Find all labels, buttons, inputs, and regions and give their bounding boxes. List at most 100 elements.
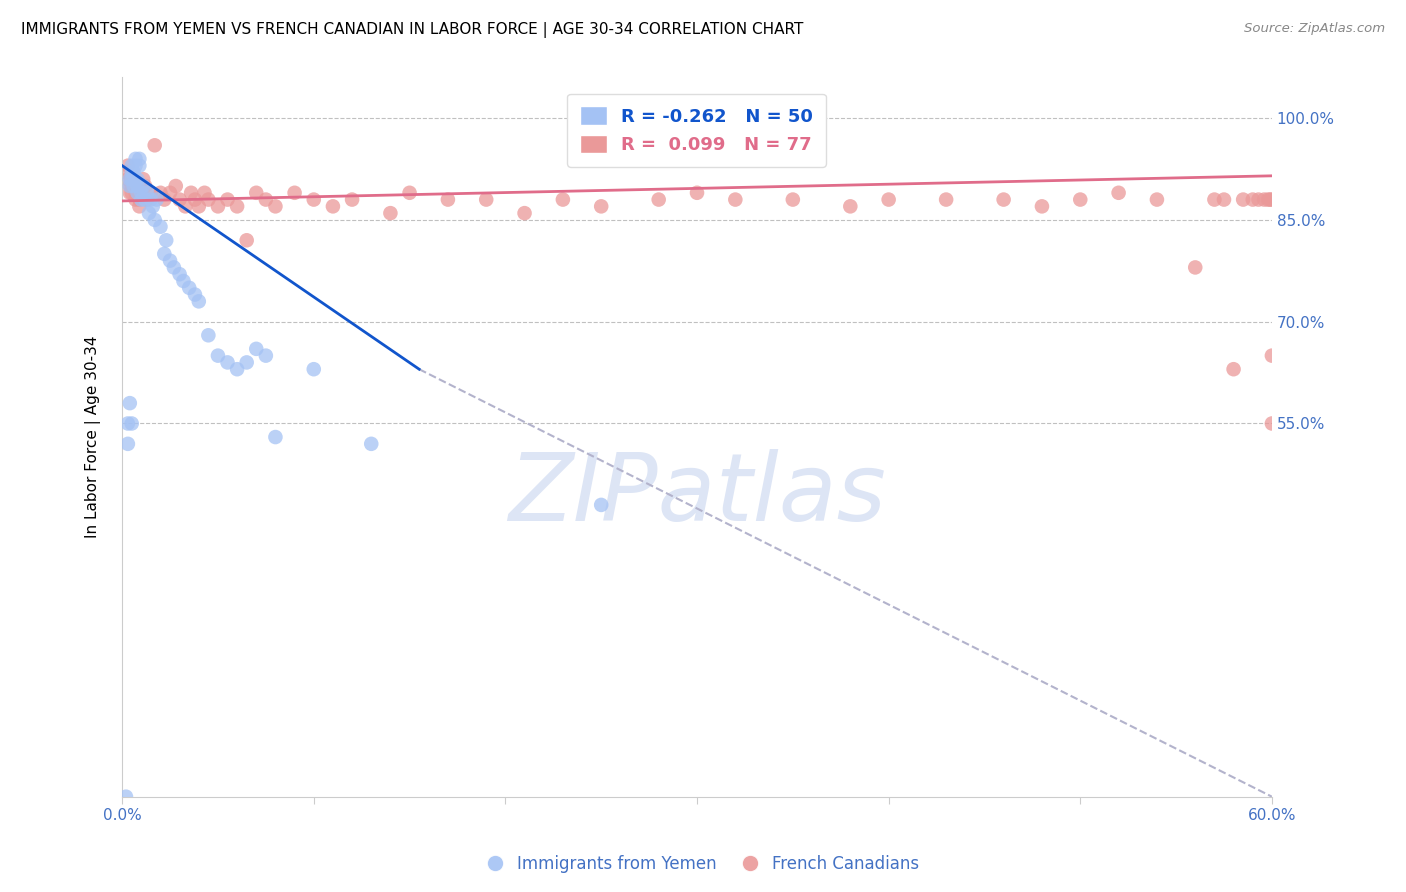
Point	[302, 193, 325, 207]
Point	[340, 193, 363, 207]
Point	[124, 159, 146, 173]
Point	[127, 172, 149, 186]
Point	[1184, 260, 1206, 275]
Point	[235, 233, 257, 247]
Point	[149, 219, 172, 234]
Point	[591, 498, 613, 512]
Point	[217, 193, 239, 207]
Point	[217, 355, 239, 369]
Point	[118, 186, 141, 200]
Point	[1213, 193, 1236, 207]
Point	[128, 199, 150, 213]
Point	[153, 247, 176, 261]
Point	[647, 193, 669, 207]
Point	[302, 362, 325, 376]
Point	[551, 193, 574, 207]
Point	[180, 186, 202, 200]
Point	[127, 186, 149, 200]
Point	[226, 362, 249, 376]
Point	[235, 355, 257, 369]
Point	[724, 193, 747, 207]
Point	[165, 179, 187, 194]
Point	[163, 260, 186, 275]
Point	[1069, 193, 1091, 207]
Point	[935, 193, 957, 207]
Point	[322, 199, 344, 213]
Point	[172, 274, 194, 288]
Point	[118, 172, 141, 186]
Point	[127, 186, 149, 200]
Text: ZIPatlas: ZIPatlas	[508, 449, 886, 540]
Point	[1204, 193, 1226, 207]
Point	[122, 165, 145, 179]
Point	[1253, 193, 1275, 207]
Point	[132, 179, 155, 194]
Point	[1261, 193, 1284, 207]
Point	[1031, 199, 1053, 213]
Point	[591, 199, 613, 213]
Point	[437, 193, 460, 207]
Point	[122, 179, 145, 194]
Point	[121, 186, 143, 200]
Point	[138, 206, 160, 220]
Y-axis label: In Labor Force | Age 30-34: In Labor Force | Age 30-34	[86, 335, 101, 538]
Point	[134, 179, 156, 194]
Point	[129, 193, 152, 207]
Point	[993, 193, 1015, 207]
Point	[264, 430, 287, 444]
Point	[193, 186, 215, 200]
Point	[159, 186, 181, 200]
Point	[134, 193, 156, 207]
Point	[128, 159, 150, 173]
Point	[117, 437, 139, 451]
Point	[142, 199, 165, 213]
Point	[115, 789, 138, 804]
Text: Source: ZipAtlas.com: Source: ZipAtlas.com	[1244, 22, 1385, 36]
Text: IMMIGRANTS FROM YEMEN VS FRENCH CANADIAN IN LABOR FORCE | AGE 30-34 CORRELATION : IMMIGRANTS FROM YEMEN VS FRENCH CANADIAN…	[21, 22, 803, 38]
Point	[839, 199, 862, 213]
Point	[1222, 362, 1244, 376]
Point	[149, 186, 172, 200]
Point	[155, 233, 177, 247]
Point	[121, 172, 143, 186]
Point	[475, 193, 498, 207]
Point	[1247, 193, 1270, 207]
Point	[245, 342, 267, 356]
Point	[284, 186, 307, 200]
Point	[115, 165, 138, 179]
Point	[121, 159, 143, 173]
Point	[1232, 193, 1254, 207]
Point	[1257, 193, 1279, 207]
Point	[380, 206, 402, 220]
Point	[1108, 186, 1130, 200]
Point	[153, 193, 176, 207]
Point	[686, 186, 709, 200]
Point	[184, 287, 207, 301]
Point	[118, 179, 141, 194]
Point	[117, 172, 139, 186]
Point	[128, 193, 150, 207]
Point	[121, 417, 143, 431]
Legend: R = -0.262   N = 50, R =  0.099   N = 77: R = -0.262 N = 50, R = 0.099 N = 77	[567, 94, 825, 167]
Point	[143, 138, 166, 153]
Point	[179, 281, 201, 295]
Point	[184, 193, 207, 207]
Point	[128, 152, 150, 166]
Point	[207, 199, 229, 213]
Point	[118, 179, 141, 194]
Point	[207, 349, 229, 363]
Point	[145, 193, 167, 207]
Point	[877, 193, 900, 207]
Point	[129, 186, 152, 200]
Point	[226, 199, 249, 213]
Point	[254, 349, 277, 363]
Point	[136, 186, 159, 200]
Point	[121, 179, 143, 194]
Point	[122, 172, 145, 186]
Point	[197, 193, 219, 207]
Point	[1258, 193, 1281, 207]
Point	[136, 193, 159, 207]
Point	[132, 172, 155, 186]
Point	[124, 193, 146, 207]
Point	[1241, 193, 1264, 207]
